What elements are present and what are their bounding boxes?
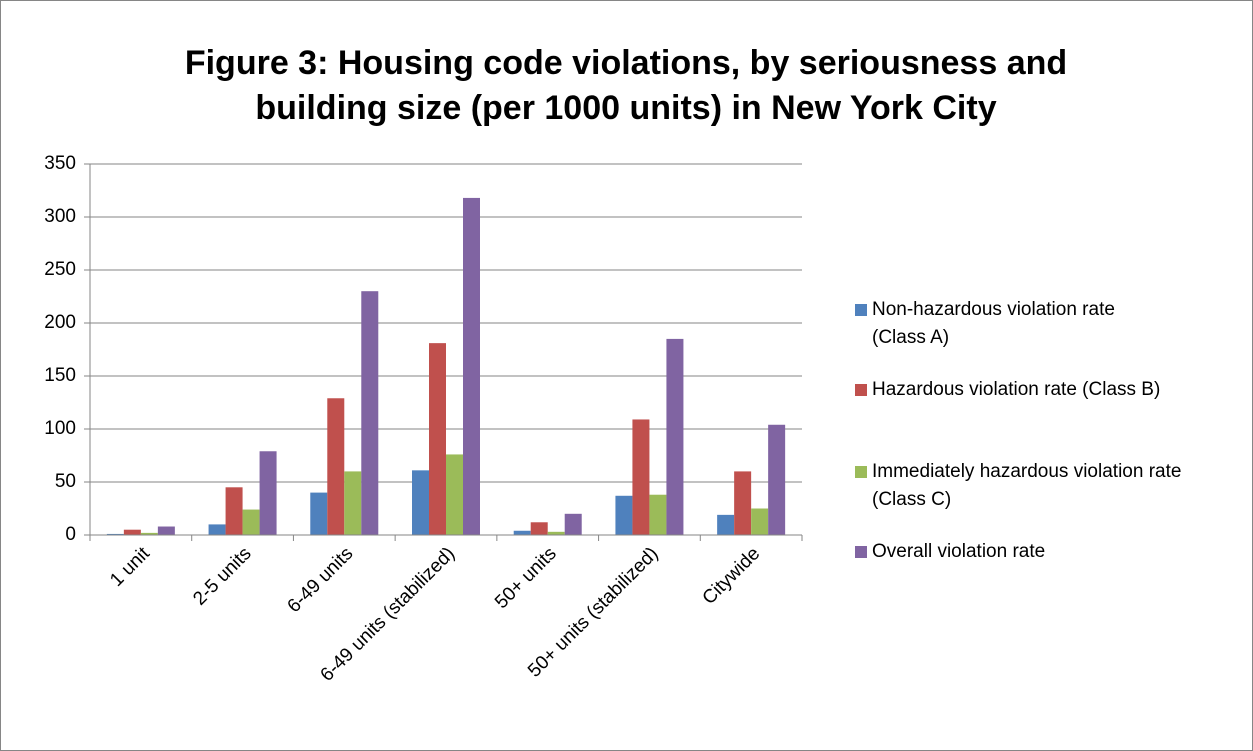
y-tick-label: 100	[44, 418, 76, 439]
chart-title: Figure 3: Housing code violations, by se…	[185, 44, 1067, 127]
legend-label: Hazardous violation rate (Class B)	[872, 379, 1161, 400]
bar	[429, 343, 446, 535]
bar	[242, 509, 260, 535]
legend-swatch	[855, 466, 867, 478]
bar	[157, 526, 175, 535]
bar	[615, 495, 633, 535]
legend-entry: Immediately hazardous violation rate (Cl…	[855, 458, 1225, 514]
bar	[361, 291, 379, 535]
bar	[106, 533, 124, 535]
bar	[513, 530, 531, 535]
bar	[734, 471, 752, 535]
legend-entry: Non-hazardous violation rate (Class A)	[855, 296, 1225, 352]
legend-label: Immediately hazardous violation rate (Cl…	[872, 461, 1182, 510]
y-tick-label: 350	[44, 153, 76, 174]
legend-swatch	[855, 384, 867, 396]
bar	[632, 419, 650, 535]
bar	[140, 532, 158, 535]
y-tick-label: 300	[44, 206, 76, 227]
bar	[717, 514, 735, 535]
bar	[564, 513, 582, 535]
bar	[344, 471, 362, 535]
bar	[768, 424, 786, 535]
legend-label: Overall violation rate	[872, 541, 1046, 562]
bar	[530, 522, 548, 535]
legend-label: Non-hazardous violation rate (Class A)	[872, 299, 1115, 348]
bar	[666, 338, 684, 535]
bar	[208, 524, 226, 535]
legend-swatch	[855, 304, 867, 316]
bar	[327, 398, 345, 535]
legend-entry: Hazardous violation rate (Class B)	[855, 376, 1225, 404]
y-tick-label: 50	[55, 471, 76, 492]
legend-swatch	[855, 546, 867, 558]
bar	[649, 494, 667, 535]
y-tick-label: 150	[44, 365, 76, 386]
y-tick-label: 200	[44, 312, 76, 333]
bar	[123, 529, 141, 535]
bar	[259, 451, 277, 535]
bar	[751, 508, 769, 535]
bar	[310, 492, 328, 535]
y-tick-label: 0	[65, 524, 76, 545]
bar	[547, 531, 565, 535]
legend-entry: Overall violation rate	[855, 538, 1225, 566]
bar	[412, 470, 429, 535]
y-tick-label: 250	[44, 259, 76, 280]
bar	[463, 197, 480, 536]
bar	[225, 487, 243, 535]
bar	[446, 454, 463, 535]
